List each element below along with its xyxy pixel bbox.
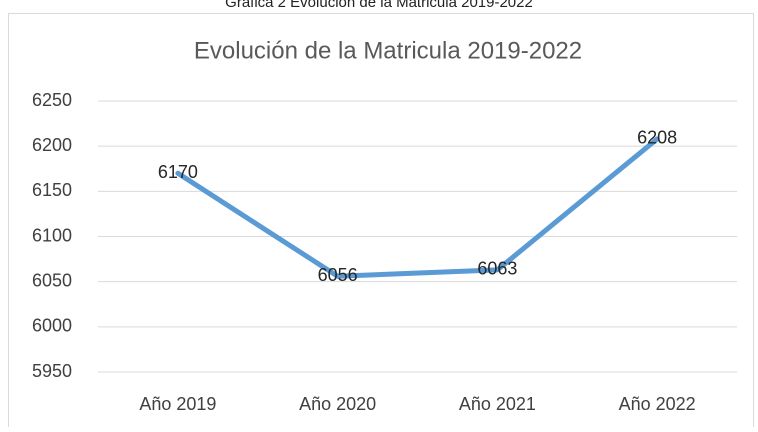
x-tick-label: Año 2022	[619, 394, 696, 414]
x-tick-label: Año 2021	[459, 394, 536, 414]
y-tick-label: 6100	[32, 225, 72, 245]
line-series	[175, 136, 660, 279]
x-tick-label: Año 2019	[139, 394, 216, 414]
caption: Gráfica 2 Evolución de la Matricula 2019…	[225, 0, 533, 11]
chart-title: Evolución de la Matricula 2019-2022	[194, 37, 582, 64]
y-tick-label: 5950	[32, 361, 72, 381]
y-tick-label: 6200	[32, 135, 72, 155]
data-label: 6056	[318, 265, 358, 285]
chart-frame	[8, 13, 754, 432]
data-label: 6208	[637, 128, 677, 148]
y-tick-label: 6000	[32, 316, 72, 336]
y-tick-label: 6250	[32, 90, 72, 110]
y-tick-label: 6150	[32, 180, 72, 200]
x-tick-label: Año 2020	[299, 394, 376, 414]
data-label: 6170	[158, 162, 198, 182]
y-tick-label: 6050	[32, 270, 72, 290]
data-label: 6063	[477, 259, 517, 279]
